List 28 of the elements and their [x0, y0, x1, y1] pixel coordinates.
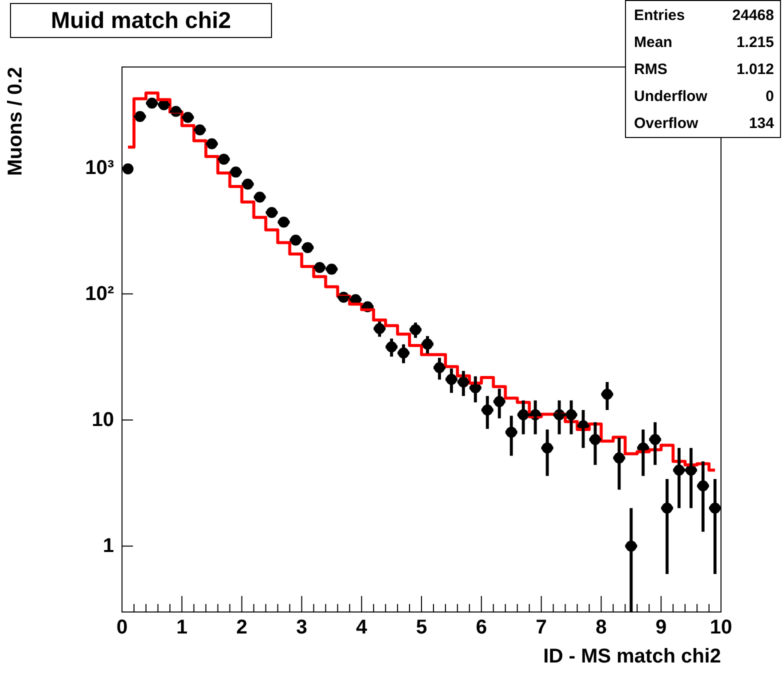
text: 1.215 — [735, 34, 774, 51]
x-tick-label: 10 — [710, 616, 732, 639]
y-tick-label: 10² — [85, 282, 114, 306]
x-tick-label: 3 — [296, 616, 308, 639]
text: 134 — [748, 115, 774, 132]
x-tick-label: 4 — [356, 616, 368, 639]
annotation: Overflow — [634, 115, 700, 132]
x-tick-label: 7 — [536, 616, 547, 639]
chart-title: Muid match chi2 — [10, 3, 272, 38]
y-tick-label: 10³ — [85, 156, 114, 180]
x-tick-label: 8 — [596, 616, 607, 639]
text: Mean — [634, 34, 674, 51]
y-axis-title: Muons / 0.2 — [4, 67, 27, 176]
y-tick-label: 1 — [102, 534, 114, 558]
text: 24468 — [732, 7, 774, 24]
text: Entries — [634, 7, 686, 24]
x-tick-label: 1 — [176, 616, 188, 639]
text: 1.012 — [735, 61, 774, 78]
y-tick-label: 10 — [92, 408, 114, 432]
x-tick-label: 6 — [476, 616, 487, 639]
annotation: Underflow — [634, 88, 708, 105]
x-axis-title: ID - MS match chi2 — [543, 646, 721, 668]
x-tick-label: 0 — [116, 616, 128, 639]
annotation: RMS — [634, 61, 668, 78]
x-tick-label: 9 — [656, 616, 667, 639]
x-tick-label: 2 — [236, 616, 248, 639]
text: 0 — [764, 88, 774, 105]
x-tick-label: 5 — [416, 616, 428, 639]
